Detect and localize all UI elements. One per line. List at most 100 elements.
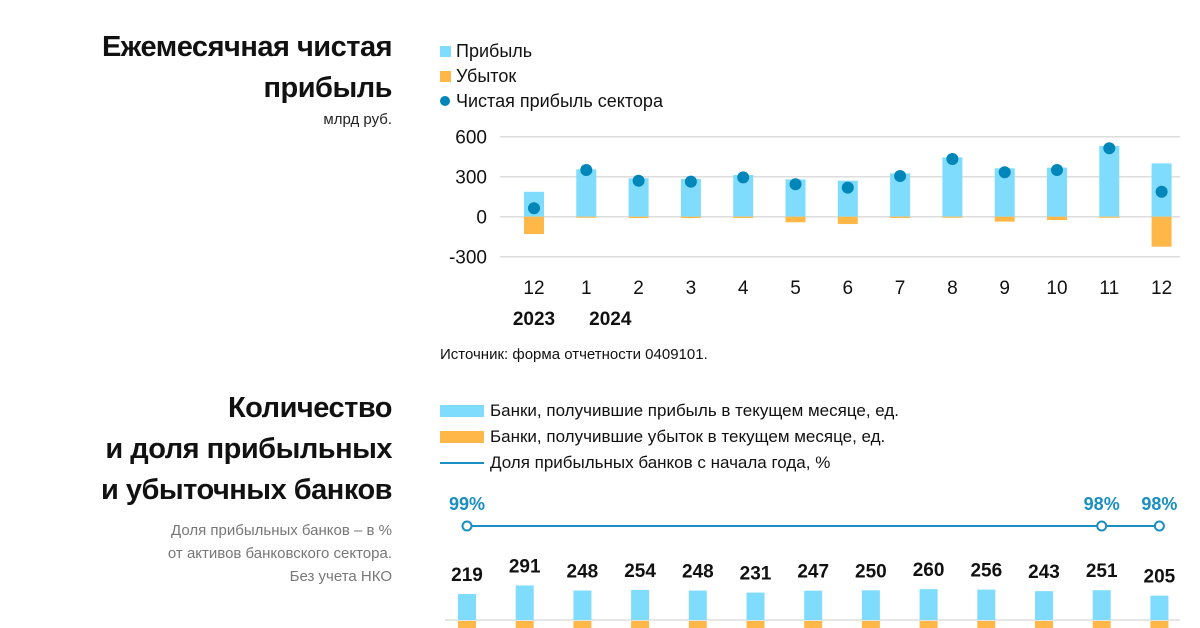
- net-profit-dot: [737, 171, 750, 184]
- chart2-note-2: от активов банковского сектора.: [167, 545, 392, 562]
- legend-label: Доля прибыльных банков с начала года, %: [490, 453, 831, 472]
- legend-label: Банки, получившие убыток в текущем месяц…: [490, 427, 886, 446]
- chart2-note-3: Без учета НКО: [289, 568, 392, 585]
- chart1-title-line1: Ежемесячная чистая: [101, 31, 393, 63]
- legend-label: Прибыль: [456, 40, 533, 61]
- source-note: Источник: форма отчетности 0409101.: [440, 346, 708, 363]
- loss-bar: [1099, 216, 1120, 218]
- legend-loss-banks: Банки, получившие убыток в текущем месяц…: [440, 425, 885, 449]
- profitable-banks-bar: [977, 589, 996, 620]
- legend-swatch: [440, 431, 484, 443]
- bar-value-label: 291: [509, 556, 541, 577]
- x-tick-label: 3: [686, 278, 697, 299]
- x-tick-label: 12: [523, 278, 544, 299]
- bar-value-label: 248: [682, 562, 714, 583]
- loss-banks-bar: [631, 621, 650, 628]
- profitable-banks-bar: [515, 585, 534, 620]
- legend-label: Чистая прибыль сектора: [456, 90, 663, 111]
- x-tick-label: 11: [1099, 278, 1119, 299]
- share-label: 98%: [1141, 494, 1177, 514]
- loss-banks-bar: [573, 621, 592, 628]
- net-profit-dot: [1051, 164, 1063, 177]
- profitable-banks-bar: [573, 590, 592, 620]
- bar-value-label: 254: [624, 561, 656, 582]
- x-tick-label: 10: [1046, 278, 1067, 299]
- loss-banks-bar: [688, 621, 707, 628]
- legend-share-line: Доля прибыльных банков с начала года, %: [440, 451, 830, 475]
- bar-value-label: 260: [913, 560, 945, 581]
- loss-bar: [1047, 216, 1067, 221]
- loss-bar: [628, 216, 649, 219]
- legend-loss: Убыток: [440, 64, 516, 88]
- bar-value-label: 205: [1144, 567, 1176, 588]
- profit-bar: [1099, 146, 1120, 217]
- loss-banks-bar: [515, 621, 534, 628]
- loss-bar: [837, 216, 858, 225]
- profitable-banks-bar: [1035, 591, 1053, 620]
- loss-banks-bar: [1150, 621, 1169, 628]
- chart1-title-line2: прибыль: [263, 72, 393, 104]
- loss-banks-bar: [1035, 621, 1053, 628]
- bar-value-label: 231: [740, 564, 772, 585]
- loss-bar: [890, 216, 911, 219]
- legend-swatch: [440, 462, 484, 464]
- net-profit-dot: [789, 178, 802, 191]
- bar-value-label: 219: [451, 565, 483, 586]
- share-label: 99%: [449, 494, 485, 514]
- profitable-banks-bar: [631, 589, 650, 620]
- profit-bar: [576, 169, 597, 217]
- net-profit-dot: [684, 175, 697, 188]
- bar-value-label: 256: [970, 561, 1002, 582]
- x-tick-label: 8: [947, 278, 958, 299]
- net-profit-dot: [998, 166, 1011, 179]
- x-tick-label: 9: [999, 278, 1010, 299]
- year-label: 2023: [513, 309, 555, 330]
- legend-swatch-net: [440, 96, 450, 106]
- bar-value-label: 250: [855, 561, 887, 582]
- loss-banks-bar: [1092, 621, 1111, 628]
- profit-bar: [680, 178, 701, 217]
- legend-net: Чистая прибыль сектора: [440, 89, 663, 113]
- profitable-banks-bar: [804, 590, 823, 620]
- legend-swatch-loss: [440, 70, 451, 82]
- legend-label: Банки, получившие прибыль в текущем меся…: [490, 401, 900, 420]
- net-profit-dot: [1103, 142, 1116, 155]
- chart1-unit: млрд руб.: [323, 111, 392, 128]
- x-tick-label: 12: [1151, 278, 1172, 299]
- loss-bar: [524, 216, 544, 235]
- loss-banks-bar: [919, 621, 938, 628]
- loss-banks-bar: [804, 621, 823, 628]
- loss-bar: [994, 216, 1015, 222]
- x-tick-label: 7: [895, 278, 906, 299]
- chart2-title-line2: и доля прибыльных: [105, 433, 392, 465]
- chart2-title-line1: Количество: [227, 392, 393, 424]
- loss-bar: [1151, 216, 1172, 247]
- y-tick-label: 600: [455, 128, 487, 149]
- profit-bar: [628, 178, 649, 217]
- y-tick-label: -300: [449, 248, 487, 269]
- profit-bar: [1047, 167, 1067, 217]
- share-point: [1096, 520, 1108, 532]
- net-profit-dot: [528, 202, 540, 215]
- x-tick-label: 4: [738, 278, 749, 299]
- net-profit-dot: [841, 181, 854, 194]
- net-profit-dot: [632, 174, 645, 187]
- net-profit-dot: [946, 152, 959, 165]
- profit-bar: [890, 173, 911, 217]
- loss-bar: [680, 216, 701, 219]
- loss-bar: [733, 216, 754, 219]
- profitable-banks-bar: [861, 590, 880, 620]
- x-tick-label: 6: [843, 278, 854, 299]
- bar-value-label: 247: [797, 562, 829, 583]
- profitable-banks-bar: [688, 590, 707, 620]
- legend-swatch: [440, 405, 484, 417]
- profitable-banks-bar: [458, 594, 476, 620]
- profitable-banks-bar: [746, 592, 765, 620]
- loss-banks-bar: [458, 621, 476, 628]
- share-label: 98%: [1084, 494, 1120, 514]
- legend-profit: Прибыль: [440, 39, 532, 63]
- year-label: 2024: [589, 309, 632, 330]
- share-point: [461, 520, 473, 532]
- loss-bar: [576, 216, 597, 218]
